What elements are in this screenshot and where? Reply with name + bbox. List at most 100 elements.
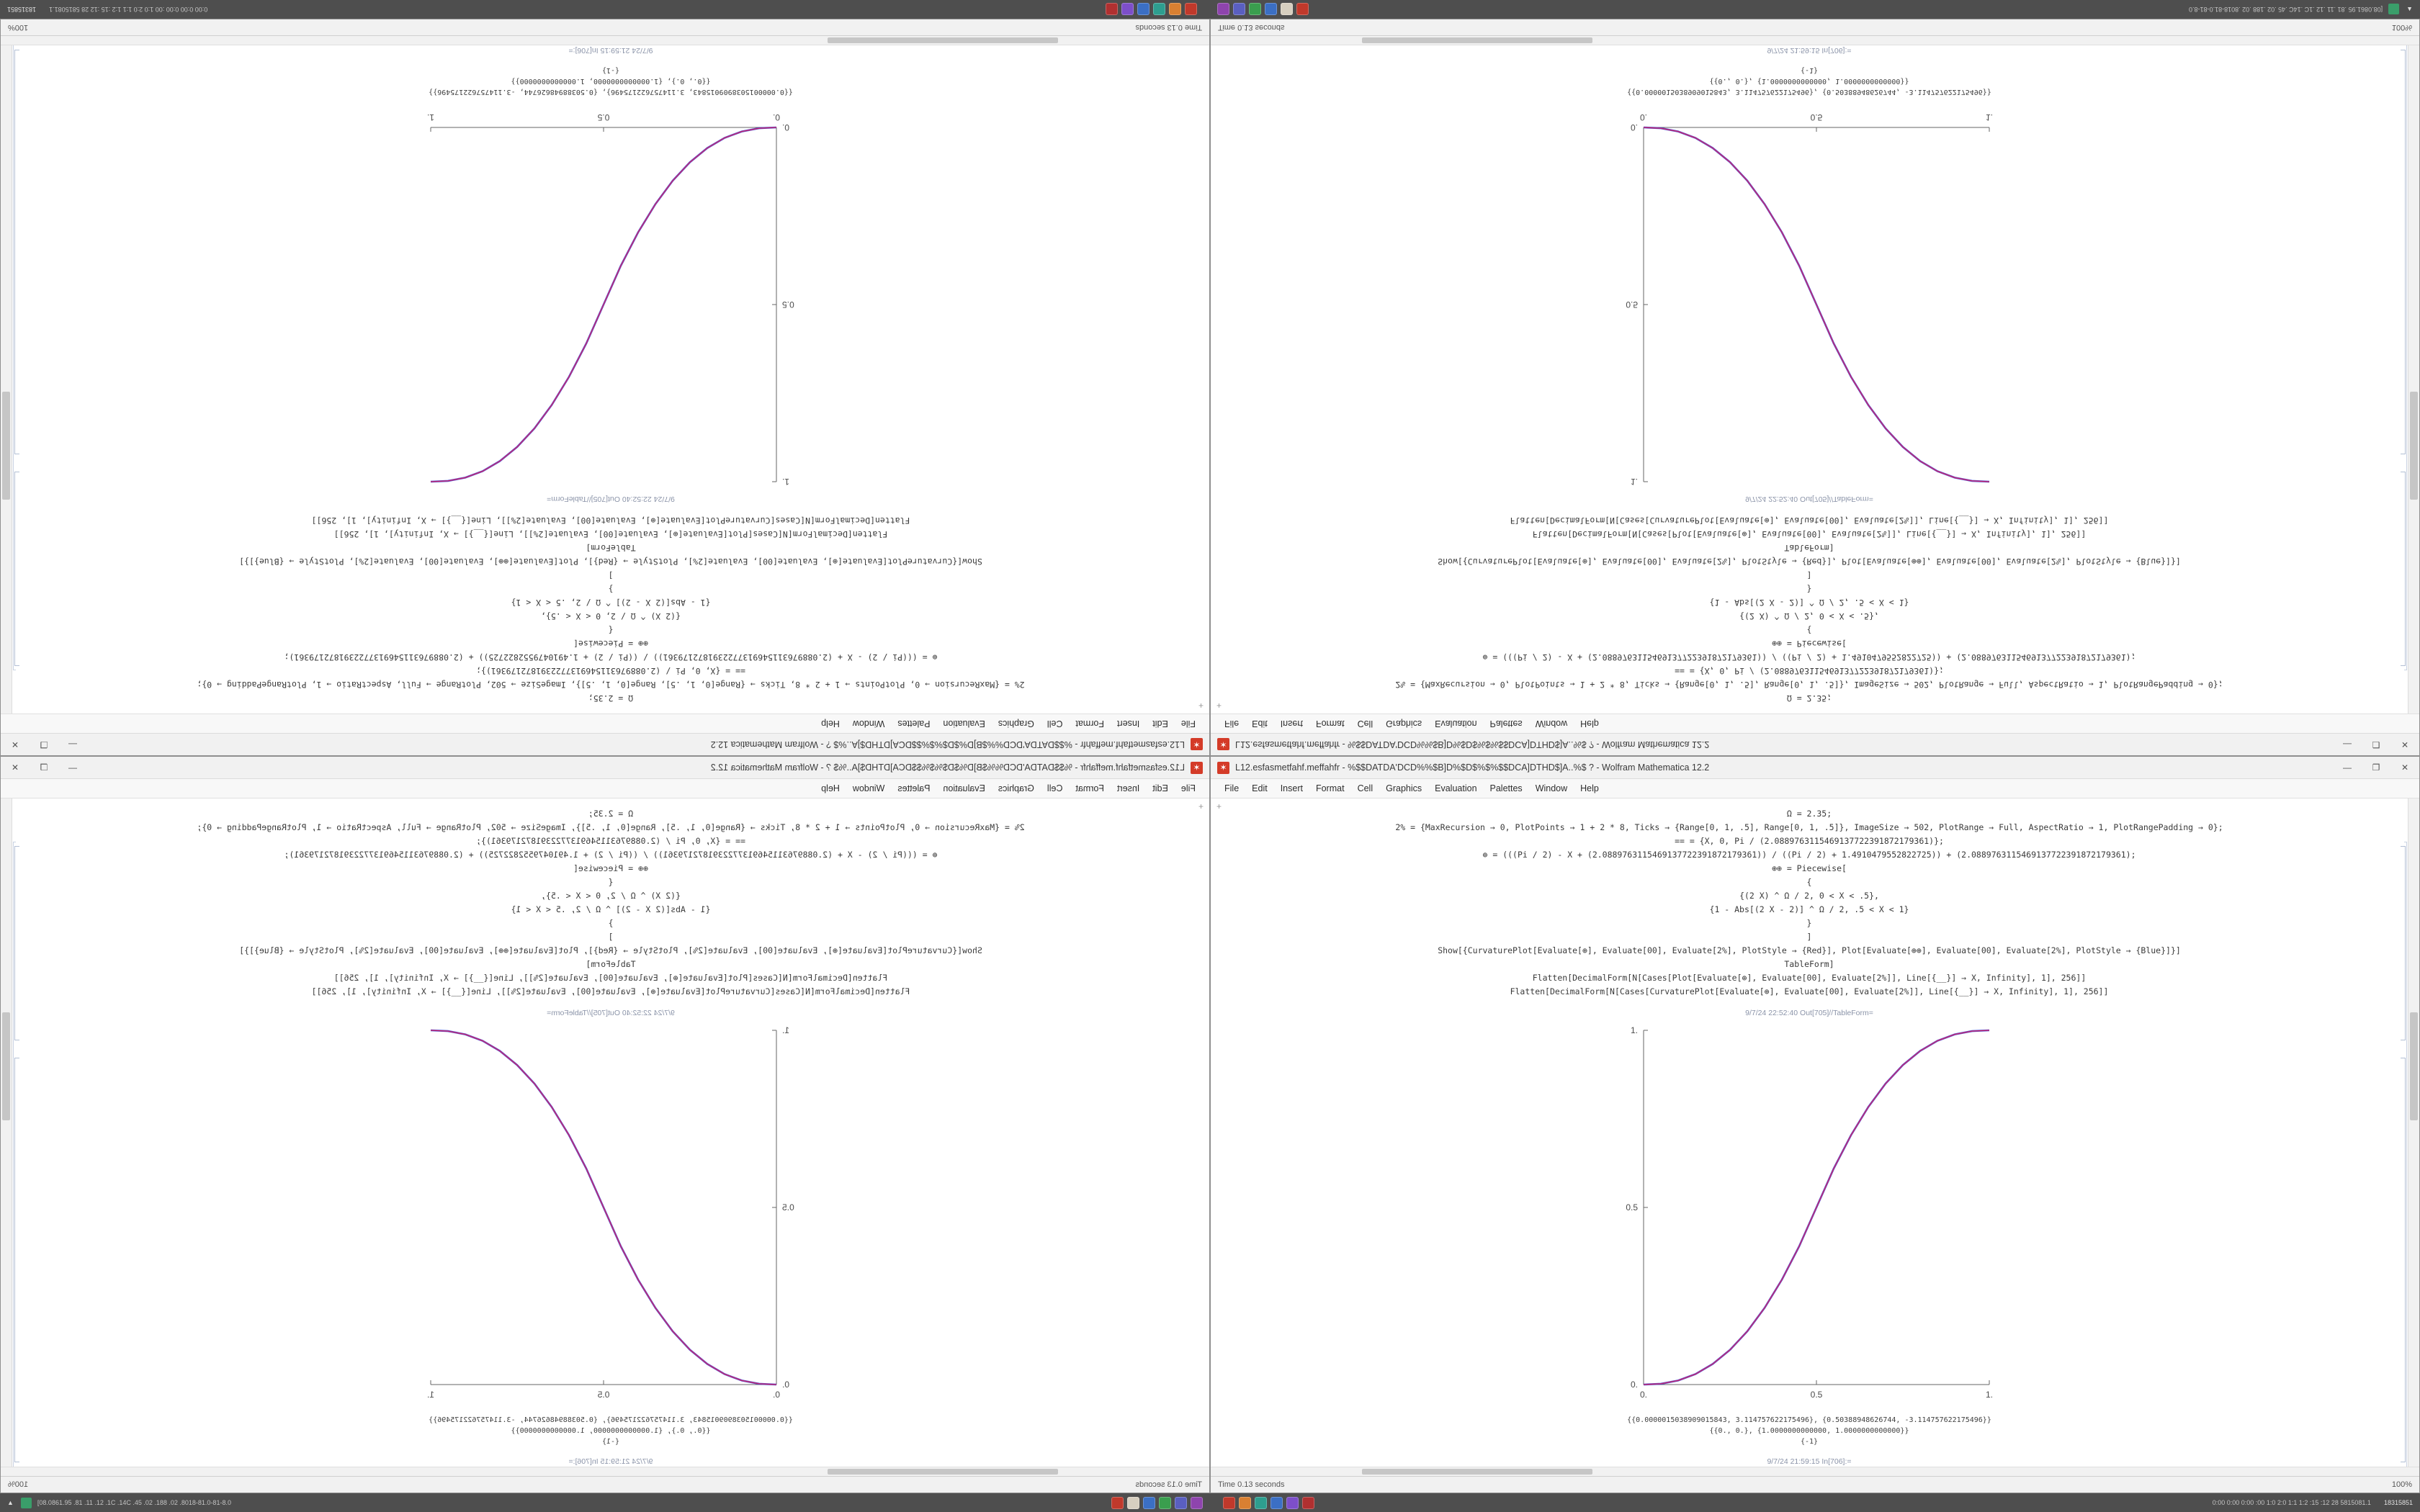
app-icon[interactable]: [1302, 1496, 1315, 1509]
code-line[interactable]: {1 - Abs[(2 X - 2)] ^ Ω / 2, .5 < X < 1}: [511, 904, 711, 914]
close-button[interactable]: ✕: [2401, 762, 2409, 773]
output-graphic[interactable]: 0. 0.5 1. 0. 0.5 1.: [12, 1020, 1209, 1409]
close-button[interactable]: ✕: [11, 762, 19, 773]
code-line[interactable]: {: [1806, 877, 1812, 887]
code-line[interactable]: 2% = {MaxRecursion → 0, PlotPoints → 1 +…: [197, 822, 1025, 832]
code-line[interactable]: {: [608, 877, 614, 887]
vertical-scrollbar[interactable]: [2408, 45, 2419, 714]
code-line[interactable]: ]: [1806, 932, 1812, 942]
horizontal-scrollbar[interactable]: [1, 36, 1209, 45]
input-cell[interactable]: Ω = 2.35; 2% = {MaxRecursion → 0, PlotPo…: [1211, 513, 2408, 714]
horizontal-scrollbar-thumb[interactable]: [828, 37, 1058, 43]
menu-edit[interactable]: Edit: [1252, 719, 1268, 729]
menu-evaluation[interactable]: Evaluation: [1435, 719, 1477, 729]
code-line[interactable]: ⊕ = (((Pi / 2) - X + (2.0889763115469137…: [1482, 652, 2136, 662]
maximize-button[interactable]: ❐: [40, 762, 48, 773]
vertical-scrollbar-thumb[interactable]: [2410, 1012, 2418, 1120]
menu-window[interactable]: Window: [852, 719, 885, 729]
app-icon[interactable]: [1127, 1496, 1140, 1509]
cell-group-bracket[interactable]: [2404, 842, 2407, 1467]
code-line[interactable]: TableForm]: [1784, 543, 1834, 553]
code-line[interactable]: 2% = {MaxRecursion → 0, PlotPoints → 1 +…: [1395, 680, 2223, 690]
code-line[interactable]: {(2 X) ^ Ω / 2, 0 < X < .5},: [541, 891, 681, 901]
app-icon[interactable]: [1270, 1496, 1283, 1509]
cell-bracket-output[interactable]: [14, 50, 19, 454]
app-icon[interactable]: [1184, 3, 1197, 16]
close-button[interactable]: ✕: [2401, 739, 2409, 750]
minimize-button[interactable]: —: [68, 762, 77, 773]
maximize-button[interactable]: ❐: [40, 739, 48, 750]
minimize-button[interactable]: —: [68, 739, 77, 750]
taskbar-logo-icon[interactable]: [2388, 4, 2400, 15]
app-icon[interactable]: [1168, 3, 1181, 16]
menu-cell[interactable]: Cell: [1357, 783, 1373, 793]
menu-evaluation[interactable]: Evaluation: [1435, 783, 1477, 793]
app-icon[interactable]: [1239, 1496, 1252, 1509]
menu-evaluation[interactable]: Evaluation: [943, 783, 985, 793]
menu-help[interactable]: Help: [1580, 783, 1599, 793]
minimize-button[interactable]: —: [2343, 739, 2352, 750]
menu-file[interactable]: File: [1180, 783, 1196, 793]
code-line[interactable]: Ω = 2.35;: [588, 809, 634, 819]
input-cell[interactable]: Ω = 2.35; 2% = {MaxRecursion → 0, PlotPo…: [12, 798, 1209, 999]
code-line[interactable]: TableForm]: [586, 543, 636, 553]
code-line[interactable]: }: [608, 584, 614, 594]
app-icon[interactable]: [1111, 1496, 1124, 1509]
cell-bracket-output[interactable]: [2401, 1058, 2406, 1462]
cell-bracket-input[interactable]: [2401, 472, 2406, 666]
app-icon[interactable]: [1286, 1496, 1299, 1509]
menu-file[interactable]: File: [1224, 719, 1240, 729]
menu-insert[interactable]: Insert: [1117, 719, 1140, 729]
menu-help[interactable]: Help: [821, 783, 840, 793]
code-line[interactable]: Flatten[DecimalForm[N[Cases[Plot[Evaluat…: [1532, 973, 2087, 983]
title-bar[interactable]: ✶ L12.esfasmetfahf.meffahfr - %$$DATDA'D…: [1211, 733, 2419, 755]
code-line[interactable]: ]: [608, 570, 614, 580]
menu-file[interactable]: File: [1224, 783, 1240, 793]
app-icon[interactable]: [1105, 3, 1118, 16]
title-bar[interactable]: ✶ L12.esfasmetfahf.meffahfr - %$$DATDA'D…: [1, 733, 1209, 755]
menu-help[interactable]: Help: [821, 719, 840, 729]
output-graphic[interactable]: 0. 0.5 1. 0. 0.5 1.: [1211, 103, 2408, 492]
code-line[interactable]: ⊕⊕ = Piecewise[: [573, 863, 648, 873]
menu-graphics[interactable]: Graphics: [1386, 783, 1422, 793]
input-cell[interactable]: Ω = 2.35; 2% = {MaxRecursion → 0, PlotPo…: [12, 513, 1209, 714]
output-graphic[interactable]: 0. 0.5 1. 0. 0.5 1.: [1211, 1020, 2408, 1409]
menu-palettes[interactable]: Palettes: [1489, 783, 1523, 793]
minimize-button[interactable]: —: [2343, 762, 2352, 773]
cell-bracket-output[interactable]: [14, 1058, 19, 1462]
code-line[interactable]: ⊕⊕ = Piecewise[: [1772, 639, 1847, 649]
code-line[interactable]: ⊕⊕ = Piecewise[: [573, 639, 648, 649]
code-line[interactable]: {(2 X) ^ Ω / 2, 0 < X < .5},: [541, 611, 681, 621]
app-icon[interactable]: [1191, 1496, 1204, 1509]
app-icon[interactable]: [1137, 3, 1150, 16]
notebook-content[interactable]: + Ω = 2.35; 2% = {MaxRecursion → 0, Plot…: [1211, 45, 2408, 714]
app-icon[interactable]: [1175, 1496, 1188, 1509]
code-line[interactable]: Show[{CurvaturePlot[Evaluate[⊕], Evaluat…: [239, 557, 982, 567]
menu-format[interactable]: Format: [1075, 783, 1105, 793]
code-line[interactable]: ⊕⊕ = Piecewise[: [1772, 863, 1847, 873]
code-line[interactable]: Show[{CurvaturePlot[Evaluate[⊕], Evaluat…: [239, 945, 982, 955]
menu-window[interactable]: Window: [852, 783, 885, 793]
menu-graphics[interactable]: Graphics: [998, 783, 1034, 793]
menu-evaluation[interactable]: Evaluation: [943, 719, 985, 729]
code-line[interactable]: ]: [608, 932, 614, 942]
app-icon[interactable]: [1248, 3, 1261, 16]
code-line[interactable]: {: [608, 625, 614, 635]
app-icon[interactable]: [1232, 3, 1245, 16]
code-line[interactable]: 2% = {MaxRecursion → 0, PlotPoints → 1 +…: [197, 680, 1025, 690]
horizontal-scrollbar-thumb[interactable]: [1362, 1469, 1592, 1475]
code-line[interactable]: Show[{CurvaturePlot[Evaluate[⊕], Evaluat…: [1438, 557, 2181, 567]
output-graphic[interactable]: 0. 0.5 1. 0. 0.5 1.: [12, 103, 1209, 492]
status-zoom[interactable]: 100%: [8, 23, 29, 32]
horizontal-scrollbar[interactable]: [1211, 1467, 2419, 1476]
menu-format[interactable]: Format: [1315, 783, 1345, 793]
menu-palettes[interactable]: Palettes: [897, 783, 931, 793]
code-line[interactable]: ⊕ = (((Pi / 2) - X + (2.0889763115469137…: [1482, 850, 2136, 860]
code-line[interactable]: TableForm]: [1784, 959, 1834, 969]
vertical-scrollbar[interactable]: [2408, 798, 2419, 1467]
app-icon[interactable]: [1264, 3, 1277, 16]
code-line[interactable]: {1 - Abs[(2 X - 2)] ^ Ω / 2, .5 < X < 1}: [1709, 598, 1909, 608]
code-line[interactable]: Ω = 2.35;: [588, 693, 634, 703]
title-bar[interactable]: ✶ L12.esfasmetfahf.meffahfr - %$$DATDA'D…: [1, 757, 1209, 779]
menu-insert[interactable]: Insert: [1280, 783, 1303, 793]
